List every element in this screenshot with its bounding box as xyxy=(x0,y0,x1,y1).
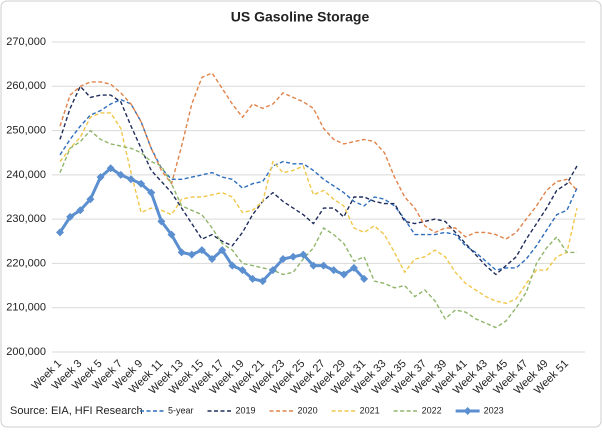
data-point xyxy=(86,195,95,204)
data-point xyxy=(66,212,75,221)
legend-label: 2020 xyxy=(298,405,318,415)
legend-item: 2023 xyxy=(455,405,504,415)
data-point xyxy=(238,266,247,275)
legend-item: 2020 xyxy=(269,405,318,415)
legend-item: 2019 xyxy=(207,405,256,415)
data-point xyxy=(299,250,308,259)
data-point xyxy=(76,206,85,215)
source-note: Source: EIA, HFI Research xyxy=(10,405,143,417)
data-point xyxy=(248,274,257,283)
data-point xyxy=(289,252,298,261)
data-point xyxy=(116,170,125,179)
data-point xyxy=(147,188,156,197)
data-point xyxy=(197,246,206,255)
chart-title: US Gasoline Storage xyxy=(231,9,370,25)
y-tick-label: 250,000 xyxy=(6,124,46,136)
data-point xyxy=(208,255,217,263)
legend-marker xyxy=(463,407,472,415)
y-tick-label: 240,000 xyxy=(6,169,46,181)
y-tick-label: 220,000 xyxy=(6,257,46,269)
data-point xyxy=(137,179,146,188)
data-point xyxy=(339,270,348,279)
data-point xyxy=(106,164,115,173)
data-point xyxy=(177,248,186,257)
y-tick-label: 200,000 xyxy=(6,346,46,358)
data-point xyxy=(218,246,227,255)
y-tick-label: 270,000 xyxy=(6,36,46,48)
data-point xyxy=(96,173,105,182)
data-point xyxy=(279,255,288,263)
data-point xyxy=(309,261,318,270)
data-point xyxy=(258,277,267,286)
data-point xyxy=(228,261,237,270)
legend-label: 2019 xyxy=(236,405,256,415)
data-point xyxy=(187,250,196,259)
legend-item: 5-year xyxy=(140,405,194,415)
legend-label: 5-year xyxy=(168,405,194,415)
series-line xyxy=(59,112,578,304)
y-tick-label: 210,000 xyxy=(6,302,46,314)
data-point xyxy=(268,266,277,275)
series-line xyxy=(59,72,578,240)
legend-label: 2021 xyxy=(360,405,380,415)
data-point xyxy=(319,261,328,270)
data-point xyxy=(157,217,166,226)
legend-item: 2021 xyxy=(331,405,380,415)
data-point xyxy=(360,274,369,283)
data-point xyxy=(56,228,64,237)
y-tick-label: 230,000 xyxy=(6,213,46,225)
data-point xyxy=(126,175,135,184)
legend-label: 2023 xyxy=(484,405,504,415)
y-tick-label: 260,000 xyxy=(6,80,46,92)
series-line xyxy=(59,85,578,276)
series-line xyxy=(59,129,577,329)
data-point xyxy=(167,230,176,239)
series-line xyxy=(59,98,578,271)
data-point xyxy=(329,266,338,275)
legend-label: 2022 xyxy=(422,405,442,415)
legend-item: 2022 xyxy=(393,405,442,415)
data-point xyxy=(349,263,358,272)
